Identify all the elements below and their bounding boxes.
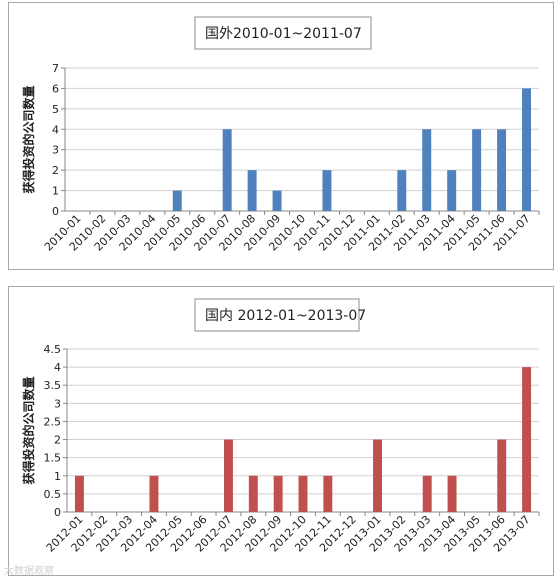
y-tick-label: 6 [52, 82, 59, 95]
bar-2012-04 [149, 475, 159, 512]
chart-title: 国内 2012-01~2013-07 [205, 308, 366, 324]
bar-2013-06 [497, 439, 507, 512]
chart-title-box [194, 16, 372, 50]
bar-2012-09 [273, 475, 283, 512]
y-tick-label: 1 [54, 470, 61, 483]
y-tick-label: 2 [52, 164, 59, 177]
bar-2012-08 [248, 475, 258, 512]
bar-2012-07 [224, 439, 233, 512]
y-tick-label: 4 [52, 123, 59, 136]
y-tick-label: 0 [54, 506, 61, 519]
bar-2013-01 [373, 439, 382, 512]
y-tick-label: 3.5 [44, 379, 62, 392]
chart-domestic: 国内 2012-01~2013-0700.511.522.533.544.520… [21, 298, 540, 555]
chart-panel-domestic: 国内 2012-01~2013-07 0 0.5 1 1.5 2 2.5 3 3.5 4 4.5 20… [8, 286, 554, 576]
y-tick-label: 2 [54, 434, 61, 447]
bar-2011-02 [397, 170, 407, 211]
y-tick-label: 4.5 [44, 343, 62, 356]
bar-2013-07 [522, 367, 532, 512]
chart-overseas: 国外2010-01~2011-07012345672010-012010-022… [21, 16, 540, 254]
y-tick-label: 3 [54, 397, 61, 410]
y-tick-label: 1 [52, 185, 59, 198]
y-tick-label: 5 [52, 103, 59, 116]
y-axis-label: 获得投资的公司数量 [21, 85, 36, 194]
chart-panel-overseas: 国外2010-01~2011-07 0 1 2 3 4 5 6 7 2010-01 2010-02 2… [8, 2, 554, 270]
y-tick-label: 1.5 [44, 452, 62, 465]
bar-2011-05 [472, 129, 482, 211]
bar-2013-03 [422, 475, 432, 512]
bar-2011-06 [497, 129, 507, 211]
y-tick-label: 0 [52, 205, 59, 218]
bar-2013-04 [447, 475, 457, 512]
bar-2012-11 [323, 475, 333, 512]
bar-2011-04 [447, 170, 457, 211]
chart-title-box [194, 298, 360, 332]
y-tick-label: 0.5 [44, 488, 62, 501]
y-tick-label: 2.5 [44, 415, 62, 428]
y-tick-label: 3 [52, 144, 59, 157]
bar-2010-07 [222, 129, 232, 211]
y-axis-label: 获得投资的公司数量 [21, 376, 36, 485]
y-tick-label: 4 [54, 361, 61, 374]
y-tick-label: 7 [52, 62, 59, 75]
watermark: 大数据观察 [4, 566, 54, 577]
bar-2011-07 [522, 88, 532, 211]
bar-2011-03 [422, 129, 432, 211]
bar-2010-08 [247, 170, 257, 211]
bar-2010-11 [322, 170, 332, 211]
bar-2010-09 [272, 190, 282, 211]
bar-2012-10 [298, 475, 308, 512]
chart-title: 国外2010-01~2011-07 [205, 26, 362, 42]
bar-2012-01 [74, 475, 84, 512]
bar-2010-05 [172, 190, 182, 211]
